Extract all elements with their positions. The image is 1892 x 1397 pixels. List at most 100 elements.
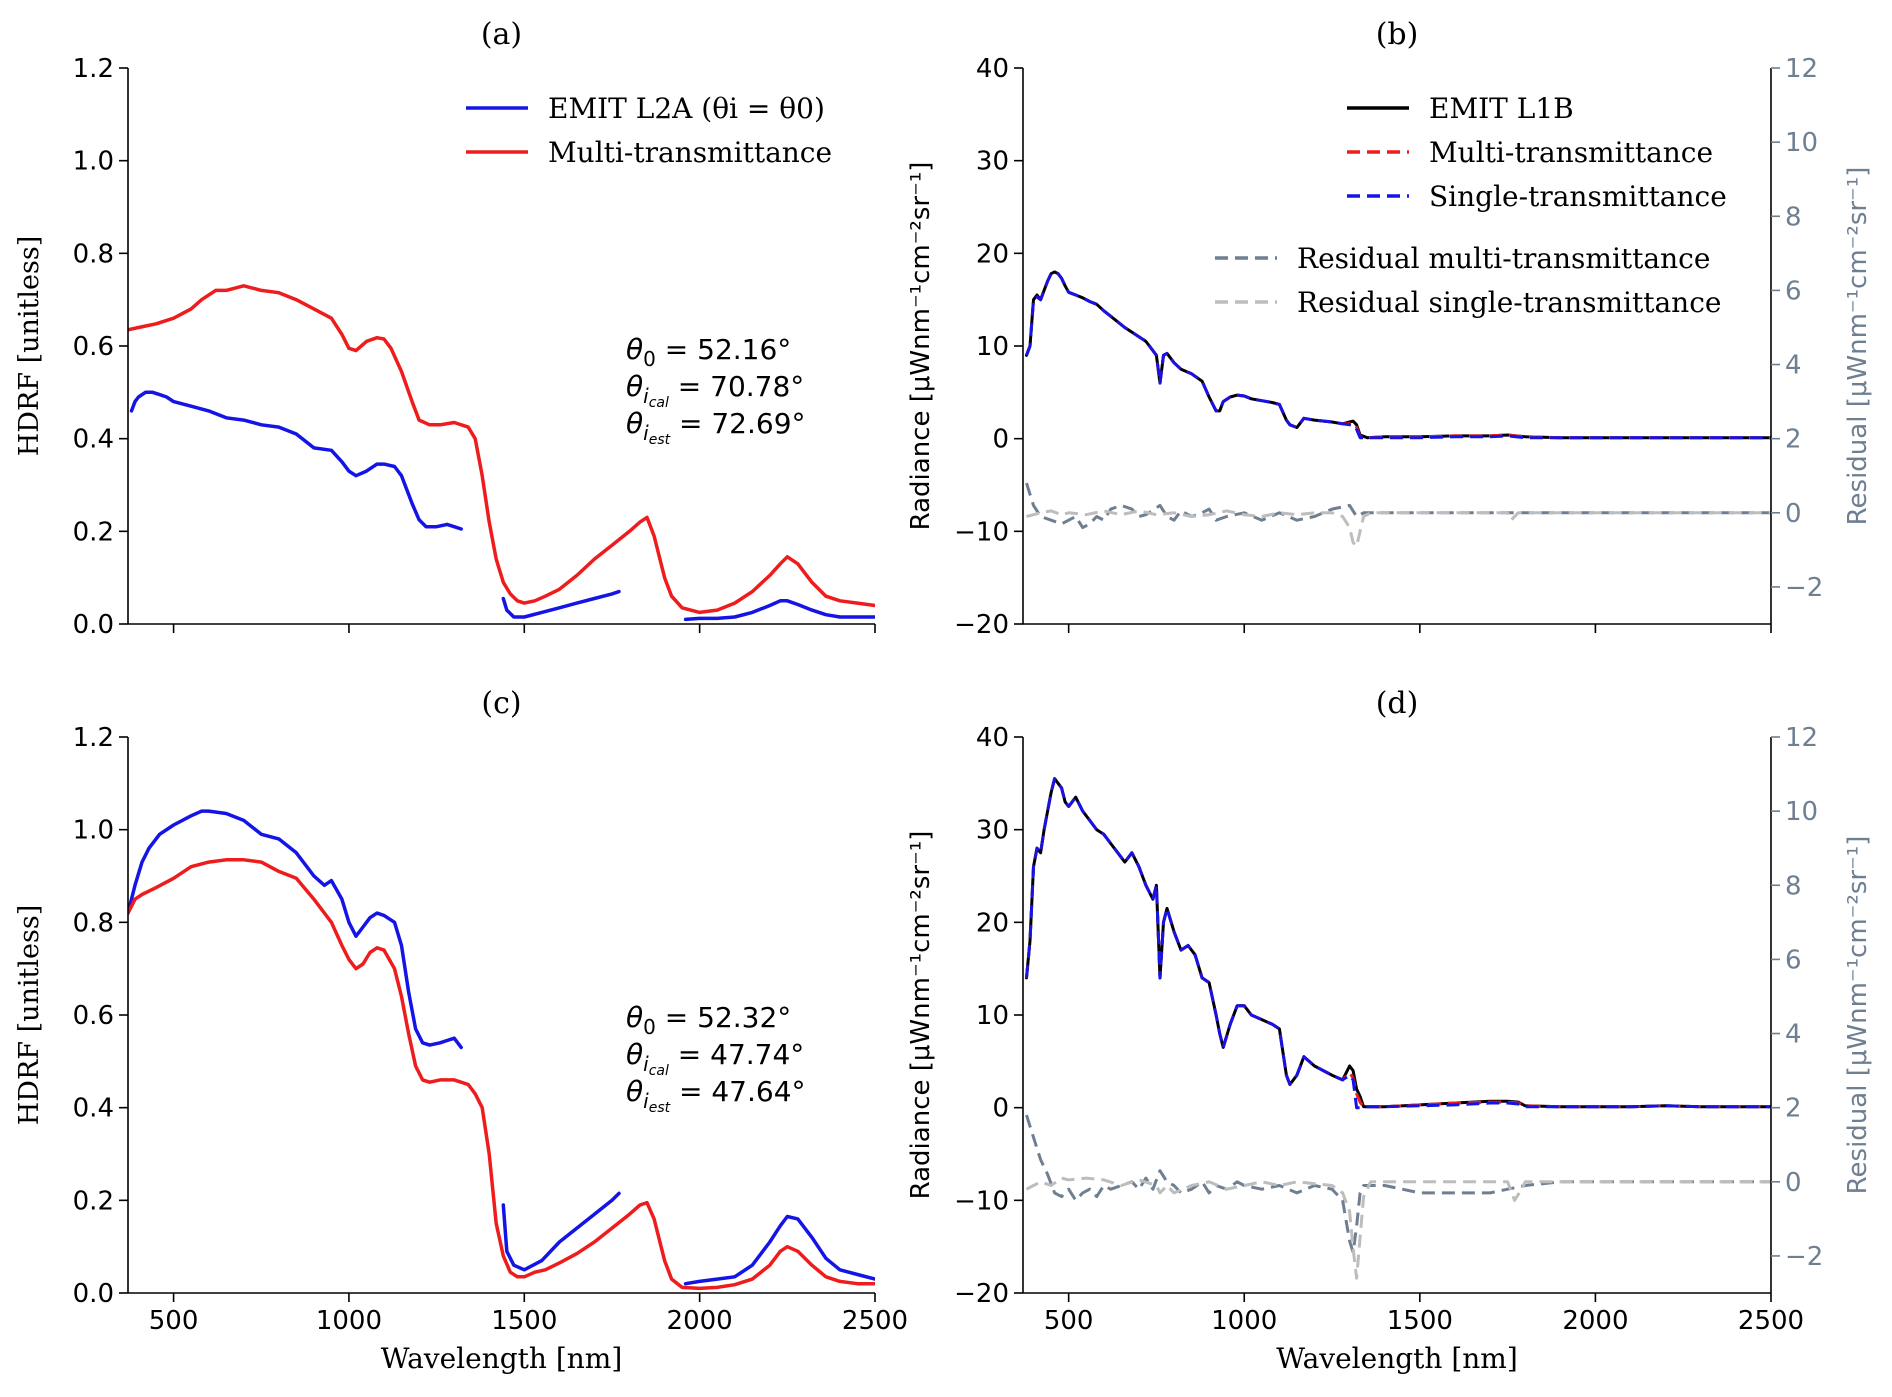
x-axis-label: Wavelength [nm] [381,1342,623,1375]
annotation: θ0 = 52.16°θical = 70.78°θiest = 72.69° [626,333,806,448]
panel-a: 0.0 0.2 0.4 0.6 0.8 1.0 1.2 HDRF [unitless] (a) E… [14,17,876,640]
annotation-subsubscript: cal [649,395,669,411]
x-tick-label: 500 [149,1306,199,1336]
y-tick-label: 40 [976,723,1009,753]
y-axis-label: HDRF [unitless] [14,236,45,457]
y-tick-label: 1.0 [73,147,114,177]
y-tick-label: 0.8 [73,908,114,938]
panel-title: (c) [481,686,521,721]
annotation-line: θ0 = 52.16° [626,333,791,371]
annotation-value: = 47.74° [669,1038,804,1071]
x-tick-label: 2500 [1738,1306,1804,1336]
y-tick-label: 0.4 [73,1094,114,1124]
x-tick-label: 1000 [1211,1306,1277,1336]
series-group [1025,777,1771,1280]
y-tick-label: 1.2 [73,723,114,753]
annotation-line: θiest = 72.69° [626,407,806,448]
series-line-emit-l1b [1025,777,1771,1109]
series-line-multi-transmittance [128,858,875,1291]
panel-d: 500 1000 1500 2000 2500−20−10010203040−20246… [906,686,1873,1375]
annotation-value: = 47.64° [670,1075,805,1108]
series-line-residual-multi-transmittance [1025,482,1771,530]
annotation-line: θ0 = 52.32° [626,1001,791,1039]
annotation-value: = 70.78° [669,370,804,403]
y-tick-label: 0.2 [73,1186,114,1216]
x-tick-label: 2000 [1562,1306,1628,1336]
series-line-single-transmittance [1025,270,1771,440]
y-tick-label: 30 [976,816,1009,846]
annotation-symbol: θ [626,407,643,440]
legend-label: EMIT L1B [1429,92,1574,125]
legend-label: Single-transmittance [1429,180,1727,213]
legend-label: Multi-transmittance [548,136,832,169]
y-tick-label: 0.2 [73,517,114,547]
y2-tick-label: 4 [1785,351,1802,381]
y2-tick-label: 2 [1785,1094,1802,1124]
series-line-emit-l2a-blue-seg-2 [501,1191,621,1272]
series-group [128,284,875,622]
annotation-value: = 72.69° [670,407,805,440]
annotation-symbol: θ [626,333,643,366]
panel-title: (b) [1376,17,1419,52]
annotation-subsubscript: cal [649,1063,669,1079]
panel-title: (d) [1376,686,1419,721]
y-tick-label: 0 [992,425,1009,455]
y-tick-label: 1.0 [73,816,114,846]
annotation-subscript: i [643,1089,649,1113]
annotation-subsubscript: est [649,432,671,448]
x-axis-label: Wavelength [nm] [1276,1342,1518,1375]
annotation-symbol: θ [626,1075,643,1108]
x-tick-label: 2500 [842,1306,908,1336]
y2-tick-label: 0 [1785,1168,1802,1198]
x-tick-label: 500 [1044,1306,1094,1336]
series-line-residual-single-transmittance [1026,509,1771,548]
annotation-subscript: i [643,421,649,445]
y-tick-label: 20 [976,908,1009,938]
x-tick-label: 1500 [491,1306,557,1336]
x-tick-label: 1500 [1387,1306,1453,1336]
series-line-emit-l2a-blue-seg-1 [128,809,463,1050]
series-line-multi-transmittance [128,284,875,615]
legend-residuals: Residual multi-transmittance Residual sin… [1215,242,1721,319]
y2-tick-label: 6 [1785,276,1802,306]
annotation-subscript: 0 [643,1015,656,1039]
y-tick-label: 0.4 [73,425,114,455]
annotation: θ0 = 52.32°θical = 47.74°θiest = 47.64° [626,1001,806,1116]
y2-tick-label: 12 [1785,54,1818,84]
y-tick-label: 1.2 [73,54,114,84]
y2-tick-label: 6 [1785,945,1802,975]
legend-label: Residual single-transmittance [1297,286,1721,319]
y-tick-label: −10 [954,517,1009,547]
y2-tick-label: 8 [1785,202,1802,232]
annotation-value: = 52.16° [656,333,791,366]
y2-tick-label: 0 [1785,499,1802,529]
y-tick-label: 30 [976,147,1009,177]
y2-axis-label: Residual [μWnm⁻¹cm⁻²sr⁻¹] [1843,836,1873,1195]
y2-tick-label: 2 [1785,425,1802,455]
y-tick-label: 0.0 [73,610,114,640]
annotation-line: θiest = 47.64° [626,1075,806,1116]
legend: EMIT L2A (θi = θ0) Multi-transmittance [466,92,832,169]
series-line-single-transmittance [1025,777,1771,1110]
annotation-symbol: θ [626,370,643,403]
x-tick-label: 1000 [316,1306,382,1336]
annotation-subscript: i [643,384,649,408]
y-tick-label: 0.6 [73,1001,114,1031]
annotation-line: θical = 70.78° [626,370,804,411]
legend-label: Multi-transmittance [1429,136,1713,169]
annotation-symbol: θ [626,1038,643,1071]
y-tick-label: 10 [976,332,1009,362]
y-axis-label: Radiance [μWnm⁻¹cm⁻²sr⁻¹] [906,831,936,1200]
y2-tick-label: 12 [1785,723,1818,753]
x-tick-label: 2000 [667,1306,733,1336]
panel-title: (a) [481,17,522,52]
y-tick-label: −20 [954,1279,1009,1309]
y-tick-label: 0.0 [73,1279,114,1309]
annotation-subscript: i [643,1052,649,1076]
y2-tick-label: 10 [1785,128,1818,158]
y2-tick-label: 10 [1785,797,1818,827]
legend-label: Residual multi-transmittance [1297,242,1710,275]
y-tick-label: −10 [954,1186,1009,1216]
